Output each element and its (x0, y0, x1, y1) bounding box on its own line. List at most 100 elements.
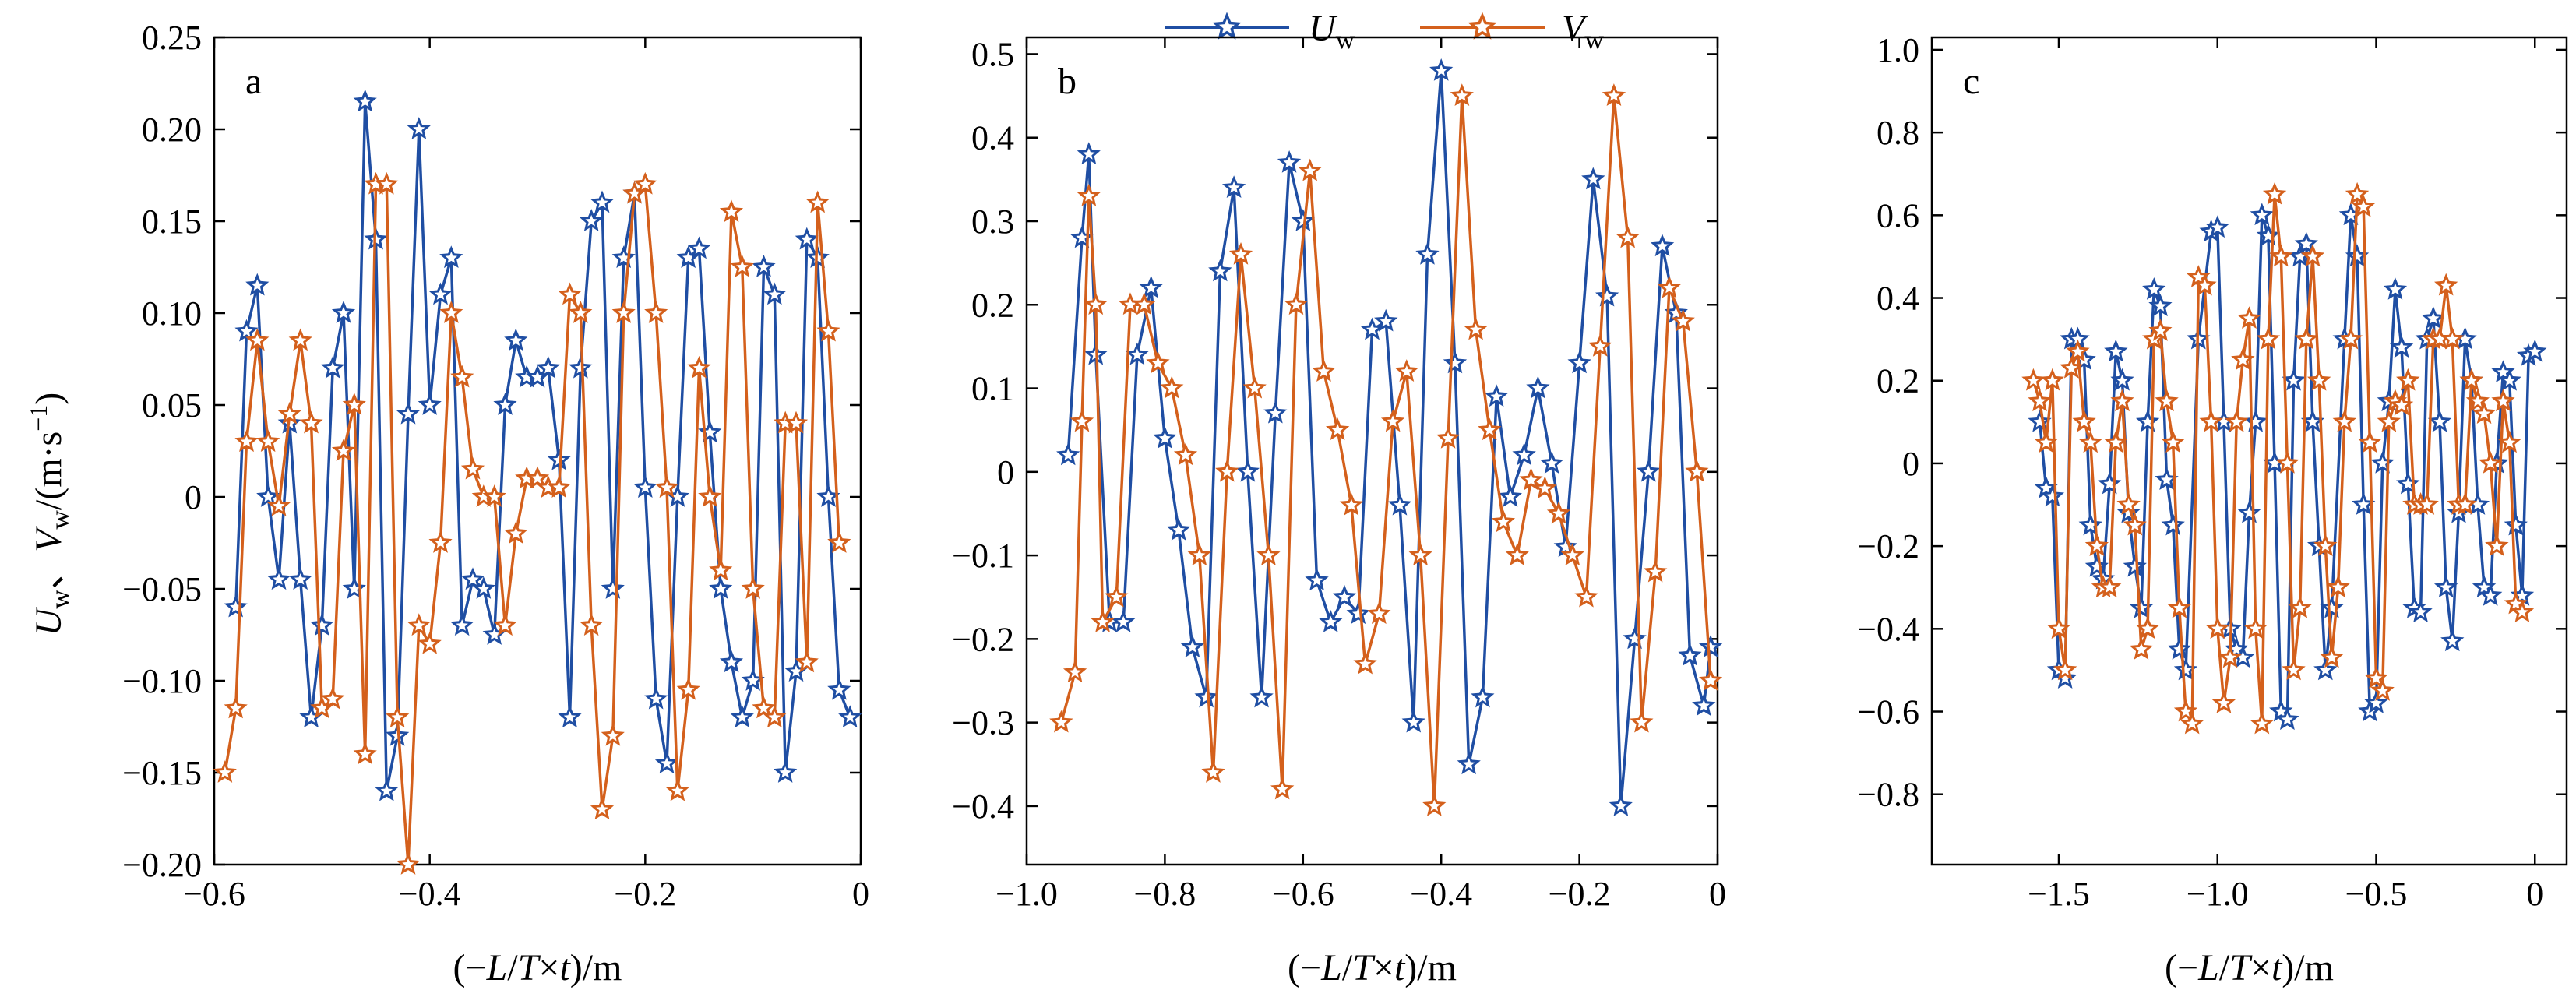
data-point-v (633, 171, 657, 195)
data-point-v (1450, 83, 1474, 106)
data-point-u (590, 190, 615, 213)
data-point-v (2288, 595, 2312, 618)
data-point-v (687, 355, 711, 379)
data-point-v (299, 410, 323, 434)
data-point-v (558, 282, 582, 305)
data-point-v (2034, 430, 2058, 453)
x-tick-label: −0.4 (1410, 875, 1472, 913)
data-point-v (2078, 430, 2102, 453)
data-point-v (741, 576, 765, 599)
data-point-v (2434, 273, 2458, 296)
x-tick-label: −0.6 (183, 875, 245, 913)
data-point-u (2433, 575, 2458, 598)
data-point-u (2389, 335, 2414, 358)
data-point-u (774, 760, 798, 783)
data-point-u (1208, 259, 1232, 282)
x-tick-label: −1.0 (2187, 875, 2249, 913)
data-point-v (676, 677, 700, 700)
data-point-u (816, 484, 840, 507)
xlabel-times: × (1373, 947, 1394, 988)
ylabel-v-main: V (28, 526, 69, 552)
data-point-u (245, 273, 270, 296)
data-point-v (654, 475, 679, 498)
data-point-u (418, 393, 442, 415)
data-point-v (1242, 375, 1267, 399)
data-point-v (2173, 699, 2198, 722)
data-point-v (2225, 409, 2249, 432)
series-line-v (224, 183, 841, 866)
y-axis-label: Uw、Vw/(m·s−1) (24, 393, 75, 636)
y-tick-label: −0.10 (122, 662, 202, 700)
data-point-v (342, 393, 366, 415)
data-point-v (1353, 651, 1377, 675)
data-point-v (386, 705, 410, 728)
ylabel-v-sub: w (46, 510, 75, 530)
data-point-u (2352, 492, 2376, 515)
data-point-v (2104, 430, 2128, 453)
data-point-v (418, 631, 442, 654)
data-point-u (2110, 368, 2134, 391)
data-point-v (2358, 430, 2382, 453)
data-point-u (1056, 442, 1080, 466)
legend-v-label: Vw (1562, 8, 1604, 55)
data-point-v (2338, 326, 2363, 350)
data-point-u (256, 484, 280, 507)
xlabel-t1: T (518, 947, 541, 988)
data-point-v (2211, 691, 2236, 713)
y-tick-label: −0.4 (1857, 610, 1919, 648)
data-point-u (2275, 707, 2299, 731)
data-point-v (2320, 645, 2344, 668)
data-point-v (2155, 389, 2179, 412)
series-v (2021, 181, 2535, 735)
data-point-v (1201, 760, 1225, 783)
data-point-v (2250, 711, 2274, 735)
legend-v-star (1468, 12, 1497, 40)
data-point-v (213, 760, 237, 783)
data-point-v (2269, 244, 2293, 267)
y-tick-label: −0.8 (1857, 776, 1919, 814)
x-tick-label: −0.2 (1549, 875, 1611, 913)
data-point-v (2370, 678, 2395, 701)
data-point-u (375, 778, 399, 801)
data-point-v (2237, 306, 2261, 329)
ylabel-units-pre: /(m·s (28, 432, 69, 510)
data-point-u (719, 650, 744, 673)
data-point-u (1623, 626, 1647, 650)
data-point-v (2313, 534, 2338, 556)
data-point-u (2123, 554, 2147, 577)
panel-a: −0.6 −0.4 −0.2 0−0.20−0.15−0.10−0.0500.050.… (122, 19, 869, 988)
data-point-v (2390, 393, 2414, 416)
data-point-v (2472, 401, 2497, 425)
data-point-u (827, 677, 851, 700)
data-point-u (288, 567, 312, 590)
data-point-v (2084, 534, 2109, 556)
legend: Uw Vw (1165, 8, 1604, 55)
x-tick-label: −0.5 (2345, 875, 2408, 913)
data-point-u (1567, 351, 1591, 374)
data-point-v (1685, 459, 1709, 482)
data-point-u (687, 236, 711, 259)
data-point-u (1319, 610, 1343, 632)
data-point-u (2135, 409, 2160, 432)
ylabel-units-exp: −1 (24, 405, 52, 432)
data-point-v (2364, 666, 2388, 689)
data-point-v (1367, 601, 1391, 625)
data-point-v (2060, 355, 2084, 379)
axes-frame (1930, 36, 2568, 866)
series-v (213, 171, 851, 875)
data-point-u (2421, 306, 2446, 329)
legend-u-star (1212, 12, 1242, 40)
data-point-u (396, 401, 421, 425)
data-point-u (1699, 635, 1723, 657)
data-point-u (1678, 643, 1702, 666)
y-tick-label: 0 (1902, 445, 1919, 483)
data-point-u (1235, 459, 1260, 482)
data-point-u (224, 594, 248, 618)
legend-v-marker (1468, 12, 1497, 40)
y-tick-label: −0.3 (952, 704, 1014, 742)
data-point-v (1084, 292, 1108, 315)
data-point-v (2415, 492, 2439, 515)
data-point-v (353, 742, 377, 765)
data-point-v (2497, 430, 2521, 453)
data-point-u (1401, 710, 1425, 733)
